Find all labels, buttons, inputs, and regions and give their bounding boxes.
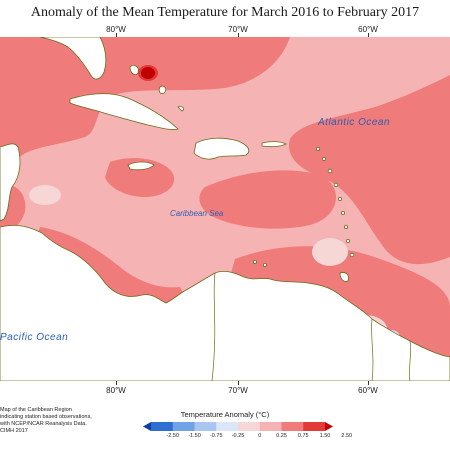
pacific-ocean-label: Pacific Ocean [0,332,69,343]
land-hispaniola [193,137,250,160]
land-island [321,157,326,162]
land-island [327,168,333,174]
map-credits: Map of the Caribbean Region indicating s… [0,407,92,435]
tick-mark [116,381,117,385]
atlantic-ocean-label: Atlantic Ocean [318,117,391,128]
land-florida [39,37,107,80]
legend-swatch [151,422,174,431]
tick-mark [368,33,369,37]
legend-tick-label: 0.25 [276,433,287,439]
legend-swatch [194,422,217,431]
legend-swatch-min [143,422,151,431]
land-bahamas-3 [177,106,185,112]
legend-tick-label: -0.75 [209,433,223,439]
anomaly-zone-central-america [35,227,185,304]
anomaly-patch-light-3 [29,185,61,205]
legend-swatch [281,422,304,431]
land-island [349,252,355,258]
legend-color-bar [143,422,333,431]
anomaly-hotspot-inner [141,67,155,79]
land-bahamas-1 [129,65,139,75]
longitude-label-60w-top: 60°W [358,25,378,34]
anomaly-zone-cuba-west [105,158,175,197]
legend-tick-label: -0.25 [231,433,245,439]
border-venezuela-guyana [371,318,374,381]
land-central-south-america [0,225,450,381]
caribbean-sea-label: Caribbean Sea [170,209,224,218]
legend-swatch [216,422,239,431]
land-cuba [69,93,179,130]
tick-mark [116,33,117,37]
legend-swatch [259,422,282,431]
legend-tick-labels: -2.50 -1.50 -0.75 -0.25 0 0.25 0.75 1.50 2.50 [143,433,352,441]
land-island [315,147,320,152]
land-island [252,259,257,264]
map-title: Anomaly of the Mean Temperature for Marc… [30,5,420,20]
longitude-label-80w-top: 80°W [106,25,126,34]
legend-tick-label: 2.50 [341,433,353,439]
credit-line: Map of the Caribbean Region [0,407,72,413]
land-jamaica [127,161,155,171]
credit-line: with NCEP/NCAR Reanalysis Data. [0,421,87,427]
longitude-label-70w-top: 70°W [228,25,248,34]
legend-tick-label: 1.50 [319,433,331,439]
anomaly-zone-north-atlantic [0,37,290,167]
land-trinidad [339,272,349,282]
tick-mark [238,33,239,37]
anomaly-patch-light-1 [312,238,348,266]
longitude-label-70w-bottom: 70°W [228,386,248,395]
border-guyana-suriname [409,340,411,381]
tick-mark [368,381,369,385]
legend-title: Temperature Anomaly (°C) [180,410,270,419]
credit-line: indicating station based observations, [0,414,92,420]
land-island [340,210,345,215]
legend-tick-label: -1.50 [188,433,201,439]
legend-tick-label: 0.75 [297,433,309,439]
credit-line: CIMH 2017 [0,428,28,434]
border-colombia-venezuela [211,272,216,381]
land-yucatan [0,143,21,222]
land-island [337,196,342,201]
legend-swatch [172,422,195,431]
land-island [343,224,348,229]
tick-mark [238,381,239,385]
legend-swatch [303,422,326,431]
land-island [333,182,339,188]
anomaly-zone-east-atlantic [289,75,450,265]
legend-tick-label: 0 [258,433,262,439]
longitude-label-60w-bottom: 60°W [358,386,378,395]
legend-swatch-max [325,422,333,431]
legend-tick-label: -2.50 [166,433,180,439]
land-island [345,238,350,243]
land-puerto-rico [261,141,287,147]
land-bahamas-2 [158,85,167,94]
temperature-anomaly-map [0,37,450,381]
land-island [262,262,267,267]
legend-swatch [238,422,261,431]
longitude-label-80w-bottom: 80°W [106,386,126,395]
anomaly-zone-central-caribbean [199,170,337,229]
